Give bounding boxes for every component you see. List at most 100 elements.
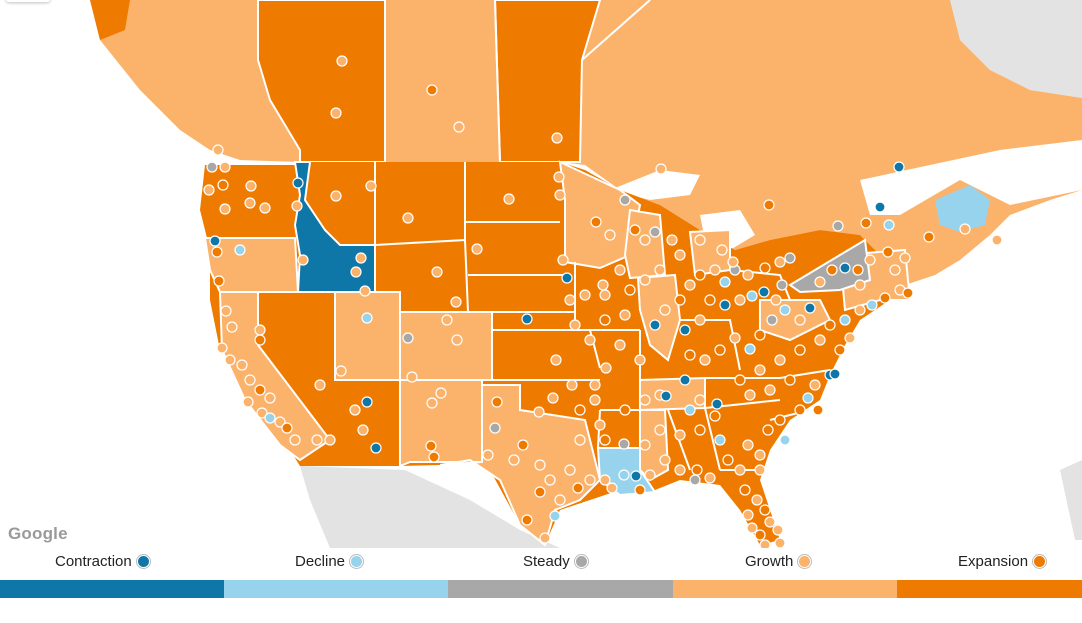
city-marker[interactable] bbox=[314, 379, 326, 391]
city-marker[interactable] bbox=[784, 252, 796, 264]
city-marker[interactable] bbox=[746, 522, 758, 534]
city-marker[interactable] bbox=[471, 243, 483, 255]
city-marker[interactable] bbox=[694, 234, 706, 246]
city-marker[interactable] bbox=[722, 454, 734, 466]
city-marker[interactable] bbox=[521, 313, 533, 325]
city-marker[interactable] bbox=[814, 334, 826, 346]
city-marker[interactable] bbox=[482, 449, 494, 461]
city-marker[interactable] bbox=[550, 354, 562, 366]
city-marker[interactable] bbox=[839, 262, 851, 274]
city-marker[interactable] bbox=[714, 344, 726, 356]
city-marker[interactable] bbox=[744, 389, 756, 401]
city-marker[interactable] bbox=[236, 359, 248, 371]
city-marker[interactable] bbox=[254, 324, 266, 336]
city-marker[interactable] bbox=[574, 404, 586, 416]
city-marker[interactable] bbox=[634, 484, 646, 496]
city-marker[interactable] bbox=[425, 440, 437, 452]
city-marker[interactable] bbox=[860, 217, 872, 229]
city-marker[interactable] bbox=[758, 286, 770, 298]
city-marker[interactable] bbox=[335, 365, 347, 377]
city-marker[interactable] bbox=[619, 194, 631, 206]
city-marker[interactable] bbox=[674, 464, 686, 476]
city-marker[interactable] bbox=[826, 264, 838, 276]
city-marker[interactable] bbox=[361, 396, 373, 408]
city-marker[interactable] bbox=[254, 384, 266, 396]
city-marker[interactable] bbox=[774, 537, 786, 548]
city-marker[interactable] bbox=[291, 200, 303, 212]
city-marker[interactable] bbox=[614, 264, 626, 276]
city-marker[interactable] bbox=[324, 434, 336, 446]
city-marker[interactable] bbox=[569, 319, 581, 331]
city-marker[interactable] bbox=[834, 344, 846, 356]
city-marker[interactable] bbox=[554, 494, 566, 506]
city-marker[interactable] bbox=[491, 396, 503, 408]
city-marker[interactable] bbox=[584, 334, 596, 346]
city-marker[interactable] bbox=[564, 294, 576, 306]
city-marker[interactable] bbox=[852, 264, 864, 276]
city-marker[interactable] bbox=[719, 299, 731, 311]
city-marker[interactable] bbox=[763, 199, 775, 211]
city-marker[interactable] bbox=[746, 290, 758, 302]
city-marker[interactable] bbox=[619, 309, 631, 321]
city-marker[interactable] bbox=[674, 429, 686, 441]
city-marker[interactable] bbox=[297, 254, 309, 266]
city-marker[interactable] bbox=[281, 422, 293, 434]
city-marker[interactable] bbox=[739, 484, 751, 496]
city-marker[interactable] bbox=[453, 121, 465, 133]
city-marker[interactable] bbox=[784, 374, 796, 386]
city-marker[interactable] bbox=[406, 371, 418, 383]
city-marker[interactable] bbox=[694, 394, 706, 406]
city-marker[interactable] bbox=[554, 189, 566, 201]
city-marker[interactable] bbox=[624, 284, 636, 296]
city-marker[interactable] bbox=[844, 332, 856, 344]
city-marker[interactable] bbox=[259, 202, 271, 214]
city-marker[interactable] bbox=[544, 474, 556, 486]
city-marker[interactable] bbox=[226, 321, 238, 333]
city-marker[interactable] bbox=[759, 504, 771, 516]
city-marker[interactable] bbox=[336, 55, 348, 67]
city-marker[interactable] bbox=[606, 482, 618, 494]
city-marker[interactable] bbox=[503, 193, 515, 205]
city-marker[interactable] bbox=[804, 302, 816, 314]
city-marker[interactable] bbox=[889, 264, 901, 276]
city-marker[interactable] bbox=[882, 246, 894, 258]
city-marker[interactable] bbox=[794, 404, 806, 416]
city-marker[interactable] bbox=[594, 419, 606, 431]
city-marker[interactable] bbox=[274, 416, 286, 428]
city-marker[interactable] bbox=[899, 252, 911, 264]
city-marker[interactable] bbox=[534, 459, 546, 471]
city-marker[interactable] bbox=[521, 514, 533, 526]
city-marker[interactable] bbox=[824, 319, 836, 331]
city-marker[interactable] bbox=[209, 235, 221, 247]
city-marker[interactable] bbox=[766, 314, 778, 326]
city-marker[interactable] bbox=[572, 482, 584, 494]
city-marker[interactable] bbox=[649, 226, 661, 238]
city-marker[interactable] bbox=[754, 364, 766, 376]
city-marker[interactable] bbox=[754, 464, 766, 476]
city-marker[interactable] bbox=[655, 163, 667, 175]
city-marker[interactable] bbox=[216, 342, 228, 354]
city-marker[interactable] bbox=[426, 397, 438, 409]
city-marker[interactable] bbox=[794, 344, 806, 356]
city-marker[interactable] bbox=[264, 392, 276, 404]
city-marker[interactable] bbox=[659, 304, 671, 316]
city-marker[interactable] bbox=[539, 532, 551, 544]
city-marker[interactable] bbox=[654, 424, 666, 436]
city-marker[interactable] bbox=[879, 292, 891, 304]
city-marker[interactable] bbox=[762, 424, 774, 436]
city-marker[interactable] bbox=[441, 314, 453, 326]
choropleth-map[interactable]: Google bbox=[0, 0, 1082, 548]
city-marker[interactable] bbox=[694, 269, 706, 281]
city-marker[interactable] bbox=[772, 524, 784, 536]
city-marker[interactable] bbox=[854, 304, 866, 316]
city-marker[interactable] bbox=[874, 201, 886, 213]
city-marker[interactable] bbox=[534, 486, 546, 498]
city-marker[interactable] bbox=[923, 231, 935, 243]
city-marker[interactable] bbox=[614, 339, 626, 351]
city-marker[interactable] bbox=[779, 434, 791, 446]
city-marker[interactable] bbox=[217, 179, 229, 191]
city-marker[interactable] bbox=[589, 379, 601, 391]
city-marker[interactable] bbox=[902, 287, 914, 299]
city-marker[interactable] bbox=[764, 384, 776, 396]
city-markers[interactable] bbox=[203, 55, 1003, 548]
